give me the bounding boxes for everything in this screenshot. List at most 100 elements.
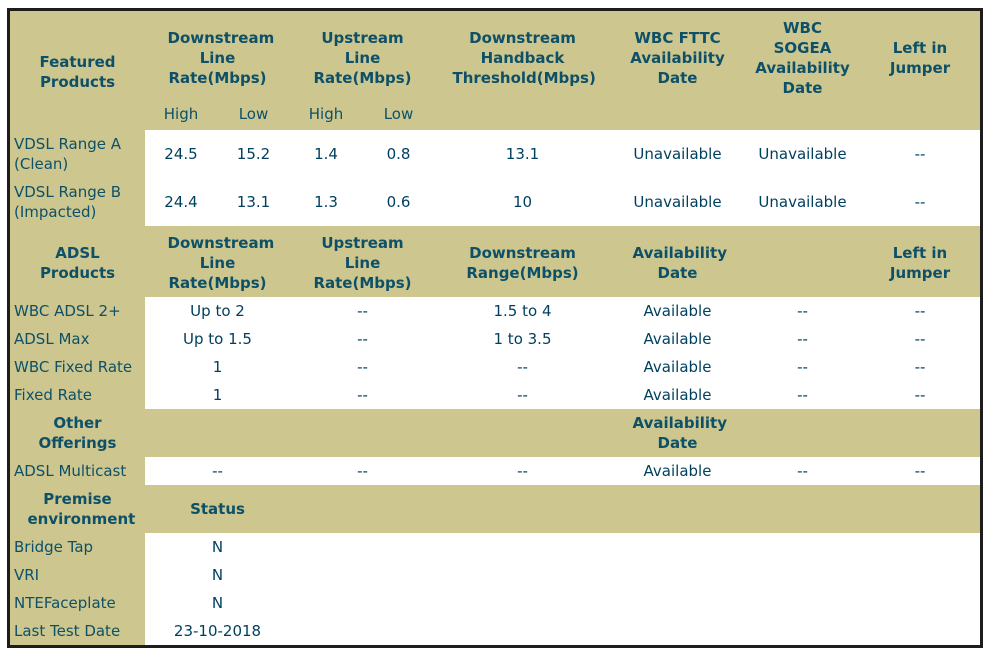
other-col-header-availability-date: Availability Date	[632, 414, 728, 452]
premise-environment-header: Premise environment	[10, 485, 145, 533]
col-header-left-in-jumper: Left in Jumper	[889, 39, 951, 77]
cell-last-test-date-blank	[290, 617, 980, 645]
row-label-wbc-fixed-rate: WBC Fixed Rate	[10, 353, 145, 381]
cell-ntefaceplate-blank	[290, 589, 980, 617]
cell-vdsl-a-jumper: --	[860, 130, 980, 178]
row-label-ntefaceplate: NTEFaceplate	[10, 589, 145, 617]
table-row-vdsl-range-a: VDSL Range A (Clean) 24.5 15.2 1.4 0.8 1…	[10, 130, 980, 178]
cell-vdsl-b-fttc: Unavailable	[610, 178, 745, 226]
other-offerings-header: Other Offerings	[10, 409, 145, 457]
row-label-last-test-date: Last Test Date	[10, 617, 145, 645]
other-header-blank-range	[435, 409, 610, 457]
cell-wbc-fixed-rate-availability: Available	[610, 353, 745, 381]
cell-bridge-tap-blank	[290, 533, 980, 561]
cell-wbc-adsl-2plus-upstream: --	[290, 297, 435, 325]
availability-results-table: Featured Products Downstream Line Rate(M…	[10, 11, 980, 645]
table-row-fixed-rate: Fixed Rate 1 -- -- Available -- --	[10, 381, 980, 409]
row-label-vdsl-range-b: VDSL Range B (Impacted)	[10, 178, 145, 226]
cell-vdsl-b-us-high: 1.3	[290, 178, 362, 226]
cell-vdsl-b-ds-high: 24.4	[145, 178, 217, 226]
cell-adsl-multicast-availability: Available	[610, 457, 745, 485]
table-row-ntefaceplate: NTEFaceplate N	[10, 589, 980, 617]
cell-adsl-multicast-jumper: --	[860, 457, 980, 485]
subheader-spacer-jumper	[860, 102, 980, 130]
cell-wbc-adsl-2plus-downstream: Up to 2	[145, 297, 290, 325]
cell-vdsl-b-us-low: 0.6	[362, 178, 435, 226]
col-header-wbc-sogea-availability-date: WBC SOGEA Availability Date	[755, 19, 850, 97]
cell-vdsl-a-fttc: Unavailable	[610, 130, 745, 178]
row-label-adsl-max: ADSL Max	[10, 325, 145, 353]
cell-bridge-tap-status: N	[145, 533, 290, 561]
adsl-col-header-left-in-jumper: Left in Jumper	[889, 244, 951, 282]
other-header-blank-downstream	[145, 409, 290, 457]
cell-vdsl-b-handback: 10	[435, 178, 610, 226]
cell-wbc-fixed-rate-upstream: --	[290, 353, 435, 381]
cell-fixed-rate-sogea: --	[745, 381, 860, 409]
col-header-downstream-line-rate: Downstream Line Rate(Mbps)	[167, 29, 275, 87]
cell-vdsl-a-sogea: Unavailable	[745, 130, 860, 178]
cell-wbc-fixed-rate-range: --	[435, 353, 610, 381]
cell-vdsl-b-sogea: Unavailable	[745, 178, 860, 226]
subheader-ds-low: Low	[238, 105, 269, 123]
premise-header-blank	[290, 485, 980, 533]
other-header-blank-jumper	[860, 409, 980, 457]
col-header-downstream-handback-threshold: Downstream Handback Threshold(Mbps)	[452, 29, 596, 87]
table-row-bridge-tap: Bridge Tap N	[10, 533, 980, 561]
cell-wbc-fixed-rate-downstream: 1	[145, 353, 290, 381]
table-row-wbc-adsl-2plus: WBC ADSL 2+ Up to 2 -- 1.5 to 4 Availabl…	[10, 297, 980, 325]
cell-fixed-rate-upstream: --	[290, 381, 435, 409]
row-label-fixed-rate: Fixed Rate	[10, 381, 145, 409]
table-row-adsl-max: ADSL Max Up to 1.5 -- 1 to 3.5 Available…	[10, 325, 980, 353]
row-label-bridge-tap: Bridge Tap	[10, 533, 145, 561]
adsl-col-header-blank	[745, 226, 860, 297]
cell-wbc-fixed-rate-jumper: --	[860, 353, 980, 381]
table-row-last-test-date: Last Test Date 23-10-2018	[10, 617, 980, 645]
subheader-us-low: Low	[383, 105, 414, 123]
subheader-spacer-sogea	[745, 102, 860, 130]
row-label-wbc-adsl-2plus: WBC ADSL 2+	[10, 297, 145, 325]
row-label-vdsl-range-a: VDSL Range A (Clean)	[10, 130, 145, 178]
subheader-ds-high: High	[163, 105, 199, 123]
cell-fixed-rate-range: --	[435, 381, 610, 409]
cell-adsl-multicast-range: --	[435, 457, 610, 485]
featured-subheader-row: High Low High Low	[10, 102, 980, 130]
featured-header-row: Featured Products Downstream Line Rate(M…	[10, 11, 980, 130]
adsl-col-header-downstream-line-rate: Downstream Line Rate(Mbps)	[167, 234, 275, 292]
cell-vdsl-a-ds-high: 24.5	[145, 130, 217, 178]
cell-ntefaceplate-status: N	[145, 589, 290, 617]
cell-last-test-date-status: 23-10-2018	[145, 617, 290, 645]
cell-vdsl-b-jumper: --	[860, 178, 980, 226]
cell-wbc-adsl-2plus-jumper: --	[860, 297, 980, 325]
cell-vdsl-b-ds-low: 13.1	[217, 178, 290, 226]
table-row-vdsl-range-b: VDSL Range B (Impacted) 24.4 13.1 1.3 0.…	[10, 178, 980, 226]
cell-fixed-rate-availability: Available	[610, 381, 745, 409]
cell-adsl-max-jumper: --	[860, 325, 980, 353]
adsl-col-header-availability-date: Availability Date	[632, 244, 728, 282]
cell-adsl-multicast-upstream: --	[290, 457, 435, 485]
other-offerings-header-row: Other Offerings Availability Date	[10, 409, 980, 457]
cell-wbc-adsl-2plus-availability: Available	[610, 297, 745, 325]
cell-vdsl-a-us-low: 0.8	[362, 130, 435, 178]
cell-adsl-multicast-downstream: --	[145, 457, 290, 485]
cell-adsl-max-availability: Available	[610, 325, 745, 353]
col-header-wbc-fttc-availability-date: WBC FTTC Availability Date	[630, 29, 725, 87]
premise-environment-header-row: Premise environment Status	[10, 485, 980, 533]
cell-wbc-adsl-2plus-range: 1.5 to 4	[435, 297, 610, 325]
cell-adsl-max-range: 1 to 3.5	[435, 325, 610, 353]
other-header-blank-sogea	[745, 409, 860, 457]
cell-vri-status: N	[145, 561, 290, 589]
table-row-adsl-multicast: ADSL Multicast -- -- -- Available -- --	[10, 457, 980, 485]
cell-vdsl-a-handback: 13.1	[435, 130, 610, 178]
cell-wbc-fixed-rate-sogea: --	[745, 353, 860, 381]
subheader-spacer-handback	[435, 102, 610, 130]
cell-wbc-adsl-2plus-sogea: --	[745, 297, 860, 325]
row-label-vri: VRI	[10, 561, 145, 589]
cell-vdsl-a-us-high: 1.4	[290, 130, 362, 178]
row-label-adsl-multicast: ADSL Multicast	[10, 457, 145, 485]
adsl-col-header-downstream-range: Downstream Range(Mbps)	[466, 244, 579, 282]
featured-products-header: Featured Products	[10, 11, 145, 130]
cell-adsl-multicast-sogea: --	[745, 457, 860, 485]
premise-col-header-status: Status	[190, 500, 245, 518]
subheader-spacer-fttc	[610, 102, 745, 130]
cell-vri-blank	[290, 561, 980, 589]
